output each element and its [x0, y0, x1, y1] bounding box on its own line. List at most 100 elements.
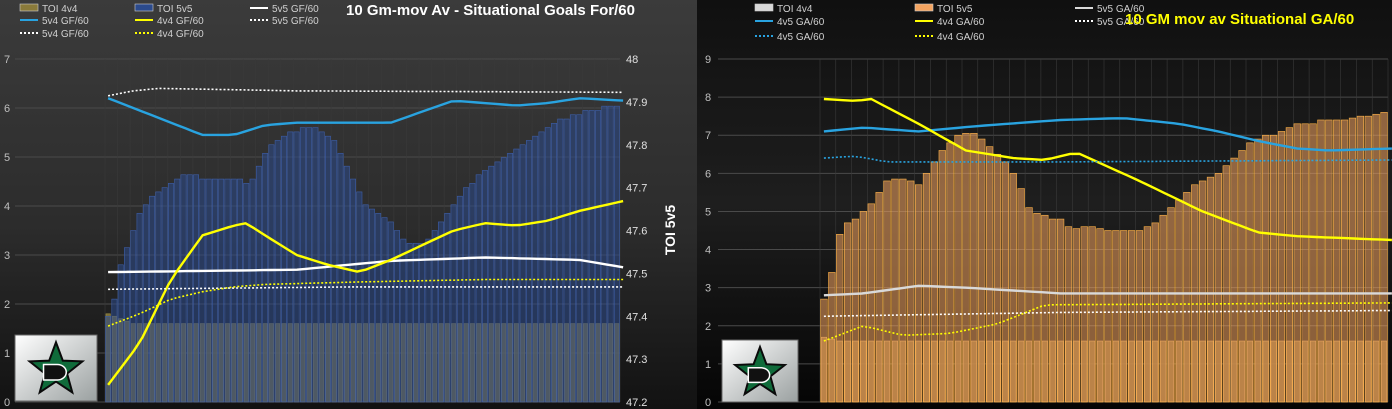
- bar-toi-5v5: [569, 114, 576, 403]
- legend-label: 5v4 GF/60: [42, 16, 89, 27]
- legend-label: TOI 5v5: [157, 4, 193, 15]
- bar-toi-5v5: [274, 140, 281, 403]
- y-right-tick-label: 48: [626, 54, 638, 66]
- bar-toi-5v5: [450, 204, 457, 403]
- line-4v4-ga-60: [823, 97, 1392, 242]
- bar-toi-5v5: [1135, 230, 1144, 403]
- bar-toi-5v5: [293, 131, 300, 403]
- bar-toi-5v5: [851, 218, 860, 403]
- bar-toi-5v5: [255, 165, 262, 403]
- bar-toi-5v5: [930, 161, 939, 403]
- bar-toi-5v5: [463, 187, 470, 403]
- bar-toi-5v5: [400, 238, 407, 403]
- y-left-tick-label: 0: [705, 397, 711, 409]
- bar-toi-5v5: [946, 142, 954, 403]
- bar-toi-5v5: [867, 203, 875, 403]
- bar-toi-5v5: [1127, 230, 1136, 403]
- legend-label: 4v4 GF/60: [157, 16, 204, 27]
- y-right-tick-label: 47.9: [626, 97, 647, 109]
- bar-toi-5v5: [237, 178, 243, 403]
- legend-swatch: [754, 3, 774, 12]
- bar-toi-5v5: [1317, 119, 1325, 403]
- bar-toi-5v5: [469, 183, 476, 403]
- bar-toi-5v5: [1025, 207, 1033, 403]
- y-right-tick-label: 47.5: [626, 268, 647, 280]
- bar-toi-5v5: [136, 213, 143, 403]
- dotted-line-5v5-ga-60: [823, 309, 1392, 318]
- legend-label: 4v4 GA/60: [937, 17, 985, 28]
- bar-toi-5v5: [1246, 142, 1254, 403]
- bar-toi-5v5: [978, 138, 986, 403]
- bar-toi-5v5: [287, 131, 294, 403]
- legend-label: TOI 4v4: [777, 4, 813, 15]
- bar-toi-5v5: [1301, 123, 1309, 403]
- y-right-tick-label: 47.8: [626, 140, 647, 152]
- legend-label: TOI 5v5: [937, 4, 973, 15]
- legend-label: 4v4 GF/60: [157, 29, 204, 40]
- bar-toi-5v5: [331, 140, 338, 403]
- bar-toi-5v5: [1254, 138, 1262, 403]
- bar-toi-5v5: [105, 315, 112, 403]
- bar-toi-5v5: [130, 230, 137, 403]
- bar-toi-5v5: [1001, 161, 1010, 403]
- bar-toi-5v5: [1080, 226, 1088, 403]
- y-right-tick-label: 47.4: [626, 311, 647, 323]
- bar-toi-5v5: [142, 204, 149, 403]
- bar-toi-5v5: [488, 165, 495, 403]
- legend-label: 4v4 GA/60: [937, 32, 985, 43]
- bar-toi-5v5: [1159, 214, 1167, 403]
- bar-toi-5v5: [1104, 230, 1112, 403]
- bar-toi-5v5: [1143, 226, 1152, 403]
- line-5v4-gf-60: [107, 97, 624, 137]
- dotted-line-4v4-gf-60: [107, 278, 624, 327]
- bar-toi-5v5: [1230, 157, 1238, 403]
- bar-toi-5v5: [1056, 218, 1065, 403]
- bar-toi-5v5: [843, 222, 852, 403]
- legend-label: 4v5 GA/60: [777, 32, 825, 43]
- bar-toi-5v5: [368, 208, 375, 403]
- bar-toi-5v5: [337, 153, 344, 403]
- y-left-tick-label: 5: [705, 206, 711, 218]
- bar-toi-5v5: [875, 192, 883, 403]
- bar-toi-5v5: [350, 178, 357, 403]
- bar-toi-5v5: [419, 243, 426, 403]
- bar-toi-5v5: [1183, 192, 1191, 403]
- bar-toi-5v5: [1277, 131, 1286, 403]
- bar-toi-5v5: [1309, 123, 1317, 403]
- dotted-line-5v5-gf-60: [108, 286, 624, 291]
- right-chart: 9 8 7 6 5 4 3 2 1 0 TOI 4v4 TOI 5v5 5v5 GA/60 4v5 GA/…: [705, 3, 1392, 409]
- bar-toi-5v5: [985, 146, 994, 403]
- bar-toi-5v5: [899, 178, 907, 403]
- bar-toi-5v5: [1041, 214, 1049, 403]
- bar-toi-5v5: [362, 204, 369, 403]
- legend-label: 5v5 GF/60: [272, 4, 319, 15]
- bar-toi-5v5: [117, 264, 124, 403]
- dotted-line-4v5-ga-60: [823, 155, 1392, 163]
- bar-toi-5v5: [544, 127, 551, 403]
- bar-toi-5v5: [970, 133, 978, 403]
- bar-toi-5v5: [1340, 119, 1349, 403]
- y-left-tick-label: 2: [705, 321, 711, 333]
- y-left-tick-label: 0: [4, 397, 10, 409]
- bar-toi-5v5: [582, 110, 589, 403]
- bar-toi-5v5: [174, 178, 181, 403]
- y-left-tick-label: 7: [4, 54, 10, 66]
- bar-toi-5v5: [525, 140, 532, 403]
- bar-toi-5v5: [907, 180, 915, 403]
- dallas-stars-logo: [14, 334, 98, 402]
- bar-toi-5v5: [343, 165, 350, 403]
- y-left-tick-label: 4: [4, 201, 10, 213]
- y-left-tick-label: 7: [705, 130, 711, 142]
- y-right-tick-label: 47.7: [626, 183, 647, 195]
- legend-label: TOI 4v4: [42, 4, 78, 15]
- bar-toi-5v5: [1325, 119, 1333, 403]
- bar-toi-5v5: [406, 243, 413, 403]
- bar-toi-5v5: [613, 105, 620, 403]
- bar-toi-5v5: [820, 298, 828, 403]
- bar-toi-5v5: [268, 144, 275, 403]
- bar-toi-5v5: [1333, 119, 1341, 403]
- bar-toi-5v5: [1175, 199, 1183, 403]
- bar-toi-5v5: [507, 153, 514, 403]
- bar-toi-5v5: [381, 217, 388, 403]
